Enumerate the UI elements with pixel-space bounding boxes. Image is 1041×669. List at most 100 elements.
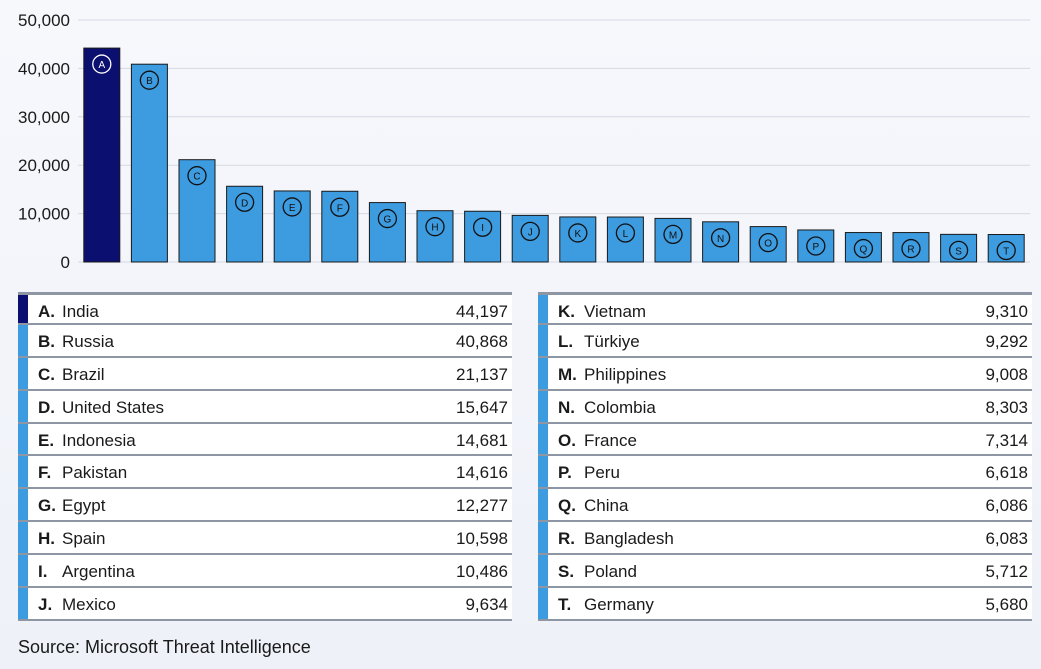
country-value: 9,008 xyxy=(985,364,1028,384)
bar-badge-circle xyxy=(187,166,207,186)
row-color-marker xyxy=(538,588,548,619)
row-letter: A. xyxy=(38,302,55,321)
table-row: B. Russia 40,868 xyxy=(18,324,512,358)
bar-badge-circle xyxy=(425,217,445,237)
bar-category-label: H xyxy=(431,223,438,234)
bar-G xyxy=(368,202,406,263)
y-tick-label: 0 xyxy=(61,253,70,272)
row-color-marker xyxy=(18,324,28,356)
bar-badge-circle xyxy=(806,236,826,256)
row-letter: O. xyxy=(558,430,576,450)
table-row: T. Germany 5,680 xyxy=(538,588,1032,621)
row-color-marker xyxy=(18,295,28,323)
table-row: R. Bangladesh 6,083 xyxy=(538,522,1032,556)
y-tick-label: 40,000 xyxy=(18,59,70,78)
bar-badge-circle xyxy=(377,208,398,229)
country-name: Bangladesh xyxy=(584,529,674,549)
country-value: 5,712 xyxy=(985,562,1028,582)
bar-T xyxy=(987,234,1025,263)
row-color-marker xyxy=(538,423,548,455)
country-name: Russia xyxy=(62,331,114,351)
bar-S xyxy=(940,233,978,263)
bar-category-label: A xyxy=(98,60,105,71)
bar-D xyxy=(226,185,264,263)
y-axis-tick-labels: 0 10,000 20,000 30,000 40,000 50,000 xyxy=(18,11,70,272)
table-row: C. Brazil 21,137 xyxy=(18,357,512,391)
chart-gridlines xyxy=(78,19,1030,263)
table-column-right: K. Vietnam 9,310 L. Türkiye 9,292 M. Philippine… xyxy=(538,292,1032,621)
country-name: Pakistan xyxy=(62,463,128,483)
table-row: F. Pakistan 14,616 xyxy=(18,456,512,490)
table-row: L. Türkiye 9,292 xyxy=(538,324,1032,358)
country-value: 44,197 xyxy=(456,302,508,321)
row-letter: S. xyxy=(558,562,575,582)
row-color-marker xyxy=(538,390,548,422)
bar-badge-circle xyxy=(615,223,636,243)
row-color-marker xyxy=(18,588,28,619)
table-row: A. India 44,197 xyxy=(18,292,512,325)
row-color-marker xyxy=(18,555,28,587)
bar-category-label: C xyxy=(193,172,200,183)
y-tick-label: 30,000 xyxy=(18,108,70,127)
country-value: 9,634 xyxy=(465,595,508,615)
country-name: Spain xyxy=(62,529,106,549)
chart-bars xyxy=(83,47,1025,263)
country-name: Türkiye xyxy=(584,331,640,351)
row-letter: B. xyxy=(38,331,55,351)
bar-badge-circle xyxy=(710,228,731,248)
country-name: Mexico xyxy=(62,595,116,615)
row-letter: Q. xyxy=(558,496,576,516)
row-letter: T. xyxy=(558,595,572,615)
row-letter: J. xyxy=(38,595,53,615)
bar-category-label: O xyxy=(764,239,772,250)
country-name: Germany xyxy=(584,595,654,615)
bar-category-label: T xyxy=(1003,247,1009,258)
table-row: O. France 7,314 xyxy=(538,423,1032,457)
row-letter: F. xyxy=(38,463,52,483)
bar-badge-circle xyxy=(901,238,921,259)
table-row: P. Peru 6,618 xyxy=(538,456,1032,490)
row-color-marker xyxy=(538,522,548,554)
country-name: Egypt xyxy=(62,496,106,516)
row-color-marker xyxy=(18,390,28,422)
row-letter: C. xyxy=(38,364,55,384)
country-value-table: A. India 44,197 B. Russia 40,868 C. Brazil 21,13… xyxy=(18,292,1032,623)
row-color-marker xyxy=(538,555,548,587)
country-value: 10,598 xyxy=(456,529,508,549)
bar-category-label: F xyxy=(337,203,343,214)
bar-category-label: E xyxy=(289,203,296,214)
bar-J xyxy=(511,214,549,263)
bar-F xyxy=(321,190,359,263)
bar-badge-circle xyxy=(330,197,350,217)
table-row: S. Poland 5,712 xyxy=(538,555,1032,589)
bar-E xyxy=(273,190,311,263)
bar-letter-badges: A B C D E F G H I J K L M N O P Q R S T xyxy=(92,54,1016,261)
row-color-marker xyxy=(538,295,548,323)
row-color-marker xyxy=(538,324,548,356)
bar-category-label: I xyxy=(481,223,484,234)
bar-badge-circle xyxy=(663,224,683,245)
country-value: 12,277 xyxy=(456,496,508,516)
row-letter: E. xyxy=(38,430,55,450)
table-row: I. Argentina 10,486 xyxy=(18,555,512,589)
bar-badge-circle xyxy=(948,240,969,261)
country-value: 6,086 xyxy=(985,496,1028,516)
country-value: 14,681 xyxy=(456,430,508,450)
bar-category-label: J xyxy=(528,227,533,238)
country-value: 6,083 xyxy=(985,529,1028,549)
row-letter: G. xyxy=(38,496,56,516)
bar-badge-circle xyxy=(472,217,493,237)
bar-badge-circle xyxy=(568,223,588,243)
bar-category-label: R xyxy=(907,245,914,256)
bar-badge-circle xyxy=(139,70,160,90)
bar-category-label: G xyxy=(384,215,392,226)
bar-category-label: B xyxy=(146,76,153,87)
country-name: Brazil xyxy=(62,364,105,384)
country-value: 5,680 xyxy=(985,595,1028,615)
country-name: Philippines xyxy=(584,364,667,384)
country-name: Indonesia xyxy=(62,430,136,450)
table-row: E. Indonesia 14,681 xyxy=(18,423,512,457)
bar-category-label: N xyxy=(717,234,724,245)
country-name: India xyxy=(62,302,99,321)
bar-C xyxy=(178,159,216,263)
